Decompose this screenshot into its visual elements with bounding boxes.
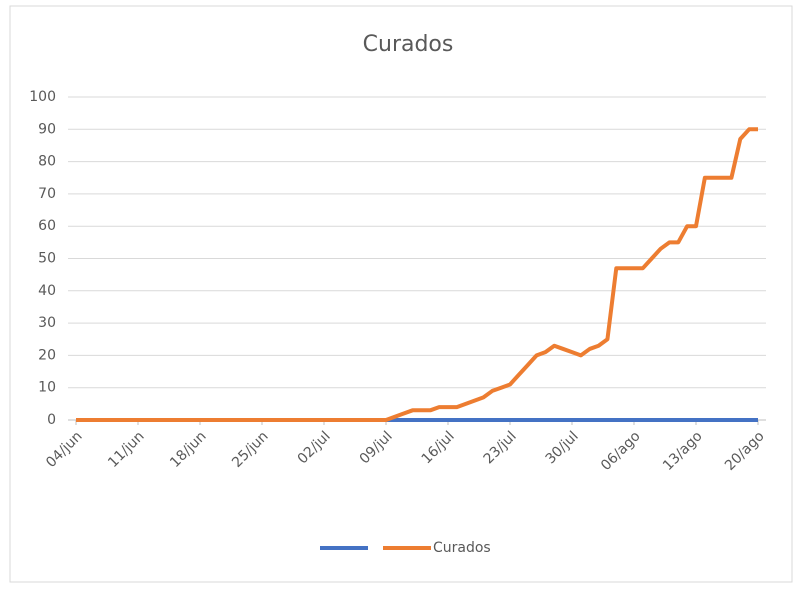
y-tick-label: 40 [38,283,56,299]
y-tick-label: 0 [47,412,56,428]
legend-label: Curados [433,540,491,556]
y-tick-label: 30 [38,315,56,331]
y-tick-label: 100 [29,89,56,105]
y-tick-label: 10 [38,380,56,396]
y-tick-label: 60 [38,218,56,234]
y-tick-label: 80 [38,154,56,170]
y-tick-label: 70 [38,186,56,202]
y-tick-label: 50 [38,251,56,267]
chart-title: Curados [363,32,454,57]
series-line [76,127,758,422]
y-tick-label: 20 [38,347,56,363]
y-tick-label: 90 [38,121,56,137]
chart-border [9,5,793,583]
